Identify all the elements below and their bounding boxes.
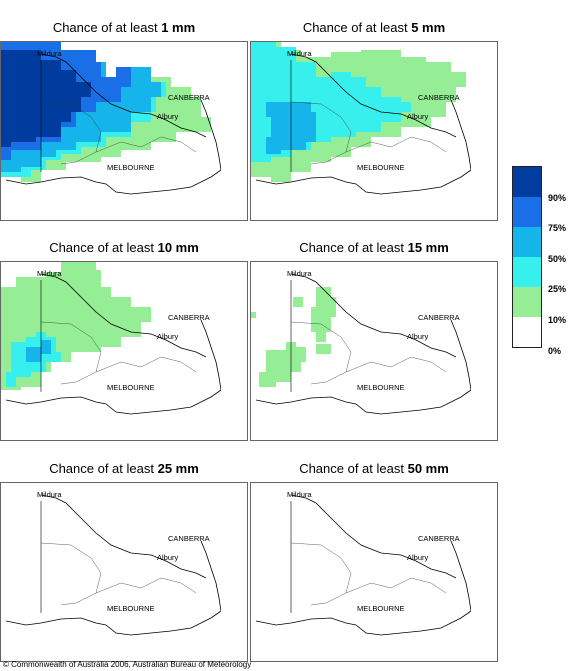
canberra-label: CANBERRA	[418, 93, 460, 102]
legend-swatch-90	[512, 166, 542, 197]
mildura-label: Mildura	[287, 269, 312, 278]
mildura-label: Mildura	[37, 490, 62, 499]
canberra-label: CANBERRA	[168, 93, 210, 102]
legend-swatch-10	[512, 287, 542, 317]
rainfall-map-5mm: Mildura CANBERRA Albury MELBOURNE	[251, 42, 497, 220]
map-frame: Mildura CANBERRA Albury MELBOURNE	[250, 261, 498, 441]
albury-label: Albury	[157, 112, 179, 121]
legend-label-75: 75%	[548, 223, 567, 233]
map-frame: Mildura CANBERRA Albury MELBOURNE	[250, 482, 498, 662]
rainfall-map-15mm: Mildura CANBERRA Albury MELBOURNE	[251, 262, 497, 440]
albury-label: Albury	[157, 332, 179, 341]
mildura-label: Mildura	[287, 490, 312, 499]
panel-title: Chance of at least 10 mm	[49, 240, 199, 255]
albury-label: Albury	[157, 553, 179, 562]
rainfall-map-25mm: Mildura CANBERRA Albury MELBOURNE	[5, 483, 247, 661]
panel-title: Chance of at least 1 mm	[52, 20, 196, 35]
rainfall-map-50mm: Mildura CANBERRA Albury MELBOURNE	[255, 483, 497, 661]
canberra-label: CANBERRA	[418, 313, 460, 322]
map-frame: Mildura CANBERRA Albury MELBOURNE	[250, 41, 498, 221]
canberra-label: CANBERRA	[418, 534, 460, 543]
albury-label: Albury	[407, 332, 429, 341]
rainfall-map-1mm: Mildura CANBERRA Albury MELBOURNE	[1, 42, 247, 220]
legend-label-10: 10%	[548, 315, 567, 325]
legend-label-25: 25%	[548, 284, 567, 294]
canberra-label: CANBERRA	[168, 313, 210, 322]
mildura-label: Mildura	[37, 49, 62, 58]
legend-swatch-25	[512, 257, 542, 287]
legend-label-50: 50%	[548, 254, 567, 264]
melbourne-label: MELBOURNE	[357, 163, 405, 172]
rainfall-map-10mm: Mildura CANBERRA Albury MELBOURNE	[1, 262, 247, 440]
albury-label: Albury	[407, 112, 429, 121]
legend-swatch-50	[512, 227, 542, 257]
melbourne-label: MELBOURNE	[357, 383, 405, 392]
albury-label: Albury	[407, 553, 429, 562]
melbourne-label: MELBOURNE	[107, 163, 155, 172]
legend-swatch-0	[512, 317, 542, 348]
legend: 90% 75% 50% 25% 10% 0%	[512, 166, 566, 356]
map-frame: Mildura CANBERRA Albury MELBOURNE	[0, 261, 248, 441]
legend-swatch-75	[512, 197, 542, 227]
melbourne-label: MELBOURNE	[357, 604, 405, 613]
legend-label-90: 90%	[548, 193, 567, 203]
map-frame: Mildura CANBERRA Albury MELBOURNE	[0, 482, 248, 662]
melbourne-label: MELBOURNE	[107, 604, 155, 613]
melbourne-label: MELBOURNE	[107, 383, 155, 392]
mildura-label: Mildura	[37, 269, 62, 278]
map-frame: Mildura CANBERRA Albury MELBOURNE	[0, 41, 248, 221]
canberra-label: CANBERRA	[168, 534, 210, 543]
copyright-notice: © Commonwealth of Australia 2006, Austra…	[3, 660, 252, 669]
mildura-label: Mildura	[287, 49, 312, 58]
panel-title: Chance of at least 5 mm	[302, 20, 446, 35]
panel-title: Chance of at least 15 mm	[299, 240, 449, 255]
legend-label-0: 0%	[548, 346, 562, 356]
panel-title: Chance of at least 25 mm	[49, 461, 199, 476]
panel-title: Chance of at least 50 mm	[299, 461, 449, 476]
